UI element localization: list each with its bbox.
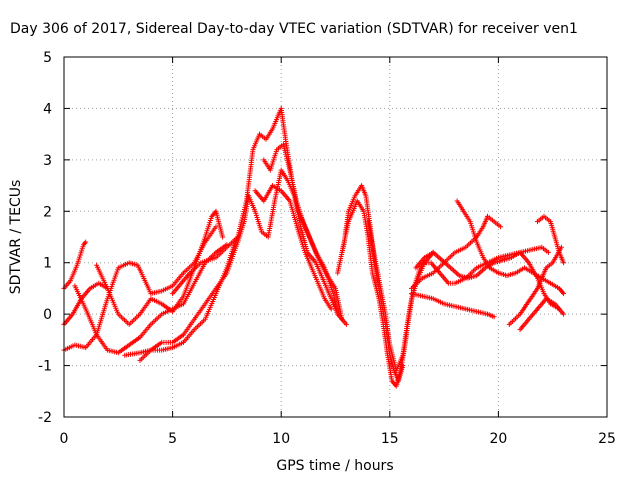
x-tick-label: 15 [381,431,399,447]
y-tick-label: 1 [43,256,52,272]
data-marker-trace [137,234,241,363]
series-track-20 [517,296,567,333]
series-track-19 [506,244,564,327]
series-track-1 [61,280,110,327]
data-marker-trace [365,219,551,374]
y-tick-label: 2 [43,204,52,220]
x-tick-label: 25 [598,431,616,447]
x-tick-label: 20 [489,431,507,447]
series-track-21 [535,213,567,266]
series-track-15 [409,213,504,291]
data-marker-trace [335,183,406,384]
x-tick-label: 10 [272,431,290,447]
series-track-10 [261,141,345,322]
series-track-17 [413,249,562,312]
x-tick-label: 0 [60,431,69,447]
data-marker-trace [246,167,349,327]
y-tick-label: 5 [43,50,52,66]
data-marker-trace [61,280,110,327]
axis-ticks: 0 5 10 15 20 25 -2 -1 0 1 2 3 4 5 [38,50,616,447]
series-track-14 [365,219,551,374]
grid-lines [64,57,607,417]
x-tick-label: 5 [168,431,177,447]
series-track-13 [339,198,436,389]
data-marker-trace [409,291,497,320]
chart-title: Day 306 of 2017, Sidereal Day-to-day VTE… [10,21,578,37]
data-marker-trace [252,183,334,312]
data-marker-trace [535,213,567,266]
plot-frame [63,56,608,418]
data-marker-trace [517,296,567,333]
series-track-12 [335,183,406,384]
y-tick-label: -2 [38,410,52,426]
data-marker-trace [413,249,562,312]
series-track-2 [61,239,89,291]
series-track-11 [252,183,334,312]
data-marker-trace [454,198,567,297]
series-track-9 [246,167,349,327]
y-tick-label: 0 [43,307,52,323]
data-points [61,105,567,389]
data-marker-trace [61,239,89,291]
y-axis-label: SDTVAR / TECUs [8,180,24,295]
y-tick-label: 4 [43,101,52,117]
data-marker-trace [339,198,436,389]
x-axis-label: GPS time / hours [276,458,393,474]
series-track-5 [94,208,226,327]
series-track-18 [409,291,497,320]
data-marker-trace [94,208,226,327]
series-track-7 [137,234,241,363]
data-marker-trace [506,244,564,327]
y-tick-label: -1 [38,359,52,375]
y-tick-label: 3 [43,153,52,169]
data-marker-trace [261,141,345,322]
series-track-16 [454,198,567,297]
data-marker-trace [409,213,504,291]
